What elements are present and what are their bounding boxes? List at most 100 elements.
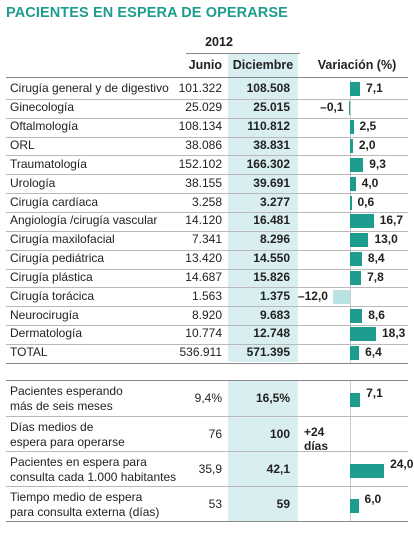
diciembre-value: 8.296: [259, 232, 290, 247]
indicators-top-rule: [6, 380, 408, 381]
variation-bar: [350, 214, 374, 229]
specialty-label: Traumatología: [10, 156, 87, 171]
indicator-divider: [6, 486, 408, 487]
year-rule: [186, 53, 300, 54]
variation-label: 8,4: [367, 251, 385, 266]
variation-bar: [350, 138, 353, 153]
row-divider: [6, 174, 408, 176]
diciembre-value: 1.375: [259, 288, 290, 303]
indicator-label: Días medios de espera para operarse: [10, 420, 125, 450]
indicator-label: Pacientes esperando más de seis meses: [10, 384, 123, 414]
row-divider: [6, 230, 408, 232]
header-diciembre: Diciembre: [232, 58, 294, 72]
variation-label: 16,7: [379, 213, 404, 228]
diciembre-value: 166.302: [246, 156, 290, 171]
header-rule: [6, 77, 408, 78]
junio-value: 8.920: [191, 307, 222, 322]
specialty-label: Cirugía general y de digestivo: [10, 81, 169, 96]
indicator-diciembre-value: 59: [276, 497, 290, 511]
indicator-label-line: Tiempo medio de espera: [10, 490, 143, 504]
specialty-label: Dermatología: [10, 326, 83, 341]
junio-value: 101.322: [178, 81, 222, 96]
junio-value: 108.134: [178, 119, 222, 134]
variation-label: 0,6: [357, 194, 375, 209]
junio-value: 38.155: [185, 175, 222, 190]
indicator-label-line: Días medios de: [10, 420, 94, 434]
specialty-label: Cirugía torácica: [10, 288, 95, 303]
junio-value: 25.029: [185, 100, 222, 115]
indicator-junio-value: 76: [208, 427, 222, 441]
diciembre-value: 108.508: [246, 81, 290, 96]
row-divider: [6, 343, 408, 345]
variation-bar: [350, 195, 352, 210]
indicator-days-line: +24: [304, 425, 325, 439]
variation-bar: [350, 176, 356, 191]
specialty-label: Cirugía cardíaca: [10, 194, 99, 209]
indicator-diciembre-value: 42,1: [266, 462, 290, 476]
indicator-junio-value: 35,9: [198, 462, 222, 476]
junio-value: 13.420: [185, 251, 222, 266]
diciembre-value: 12.748: [253, 326, 290, 341]
variation-label: 7,1: [366, 81, 383, 96]
diciembre-value: 15.826: [253, 269, 290, 284]
specialty-label: Cirugía maxilofacial: [10, 232, 115, 247]
year-label: 2012: [205, 35, 233, 49]
row-divider: [6, 325, 408, 327]
indicator-divider: [6, 416, 408, 417]
variation-label: 8,6: [368, 307, 385, 322]
specialty-label: Ginecología: [10, 100, 75, 115]
indicator-junio-value: 9,4%: [194, 391, 222, 405]
specialty-label: ORL: [10, 137, 35, 152]
variation-bar: [350, 157, 364, 172]
diciembre-highlight-indicators: [228, 380, 298, 521]
indicator-label-line: Pacientes esperando: [10, 384, 123, 398]
indicator-label-line: espera para operarse: [10, 435, 125, 449]
specialty-label: Neurocirugía: [10, 307, 79, 322]
specialty-label: Angiología /cirugía vascular: [10, 213, 158, 228]
indicator-variation-label: 6,0: [364, 492, 382, 506]
row-divider: [6, 287, 408, 289]
junio-value: 3.258: [191, 194, 222, 209]
row-divider: [6, 211, 408, 213]
diciembre-value: 16.481: [253, 213, 290, 228]
variation-label: 7,8: [367, 269, 384, 284]
variation-label: 6,4: [365, 345, 382, 360]
variation-label: –12,0: [297, 288, 328, 303]
indicator-divider: [6, 451, 408, 452]
diciembre-value: 110.812: [247, 119, 290, 134]
row-divider: [6, 268, 408, 270]
junio-value: 152.102: [178, 156, 222, 171]
variation-axis-indicators: [350, 380, 351, 521]
diciembre-value: 571.395: [246, 345, 290, 360]
row-divider: [6, 155, 408, 157]
variation-bar: [350, 233, 369, 248]
diciembre-value: 25.015: [253, 100, 290, 115]
indicators-bottom-rule: [6, 521, 408, 522]
table-bottom-rule: [6, 363, 408, 364]
indicator-variation-bar: [350, 464, 385, 478]
diciembre-highlight: [228, 54, 298, 362]
row-divider: [6, 249, 408, 251]
junio-value: 38.086: [185, 137, 222, 152]
specialty-label: Urología: [10, 175, 56, 190]
specialty-label: Cirugía plástica: [10, 269, 93, 284]
specialty-label: TOTAL: [10, 345, 48, 360]
header-junio: Junio: [188, 58, 222, 72]
row-divider: [6, 306, 408, 308]
header-variacion: Variación (%): [317, 58, 397, 72]
variation-bar: [350, 82, 361, 97]
indicator-days-line: días: [304, 439, 329, 453]
indicator-label: Tiempo medio de espera para consulta exte…: [10, 490, 159, 520]
indicator-variation-label: 7,1: [366, 386, 383, 400]
indicator-label: Pacientes en espera para consulta cada 1.…: [10, 455, 176, 485]
variation-bar: [348, 101, 350, 116]
chart-title: PACIENTES EN ESPERA DE OPERARSE: [6, 5, 288, 21]
variation-label: 13,0: [374, 232, 398, 247]
row-divider: [6, 136, 408, 138]
indicator-diciembre-value: 100: [269, 427, 290, 441]
junio-value: 536.911: [179, 345, 223, 360]
variation-bar: [350, 120, 354, 135]
row-divider: [6, 117, 408, 119]
variation-bar: [350, 308, 363, 323]
indicator-junio-value: 53: [208, 497, 222, 511]
